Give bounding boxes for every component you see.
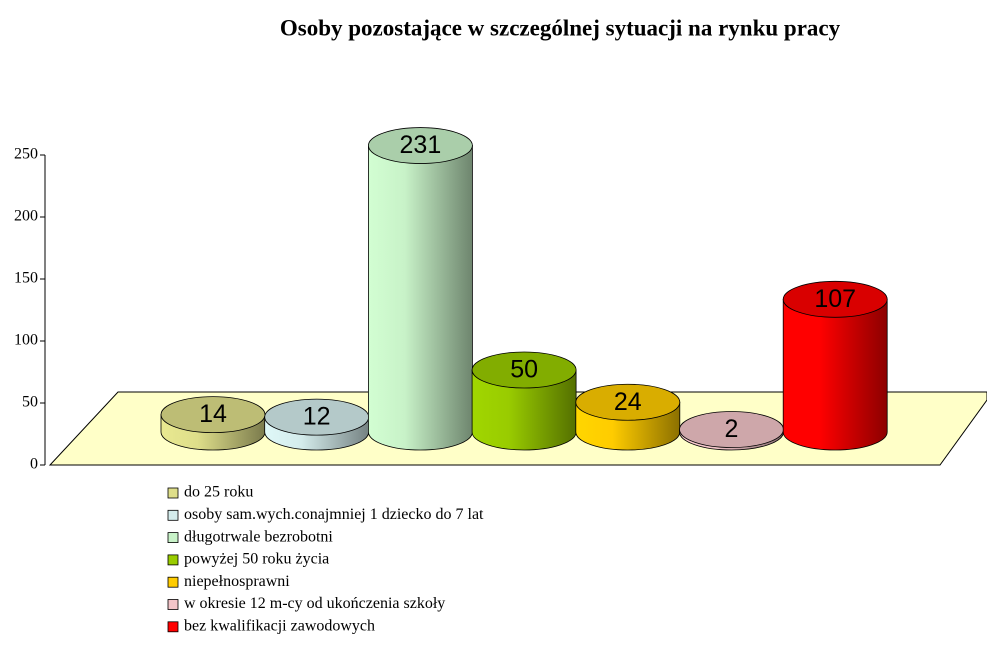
data-label: 12 [303, 403, 331, 431]
legend-label: niepełnosprawni [184, 573, 290, 590]
y-tick-label: 250 [14, 146, 38, 163]
chart-title: Osoby pozostające w szczególnej sytuacji… [280, 15, 841, 40]
bar-body [368, 145, 473, 451]
legend-swatch [167, 487, 179, 499]
bar-top [367, 127, 473, 164]
data-label: 107 [814, 285, 856, 313]
legend-swatch [167, 554, 179, 566]
legend-label: długotrwale bezrobotni [184, 528, 333, 545]
legend-label: do 25 roku [184, 484, 253, 501]
bar-body [782, 298, 888, 451]
legend-label: bez kwalifikacji zawodowych [184, 617, 375, 634]
bar-top [471, 351, 577, 389]
y-tick-label: 100 [14, 332, 38, 349]
data-label: 231 [400, 131, 442, 159]
y-tick-label: 0 [30, 456, 38, 473]
data-label: 50 [510, 356, 538, 384]
legend-swatch [167, 576, 179, 588]
legend-swatch [167, 621, 179, 633]
y-tick-label: 200 [14, 208, 38, 225]
legend-label: w okresie 12 m-cy od ukończenia szkoły [184, 595, 445, 612]
data-label: 24 [614, 388, 642, 416]
legend-label: osoby sam.wych.conajmniej 1 dziecko do 7… [184, 506, 484, 523]
bar-top [575, 383, 681, 421]
bar-top [782, 280, 888, 318]
legend-swatch [167, 599, 179, 610]
y-tick-label: 50 [22, 394, 38, 411]
data-label: 14 [199, 400, 227, 428]
legend-label: powyżej 50 roku życia [184, 551, 329, 568]
data-label: 2 [725, 415, 739, 443]
legend-swatch [167, 532, 179, 543]
y-tick-label: 150 [14, 270, 38, 287]
legend-swatch [167, 509, 179, 521]
bar-body [471, 369, 577, 451]
